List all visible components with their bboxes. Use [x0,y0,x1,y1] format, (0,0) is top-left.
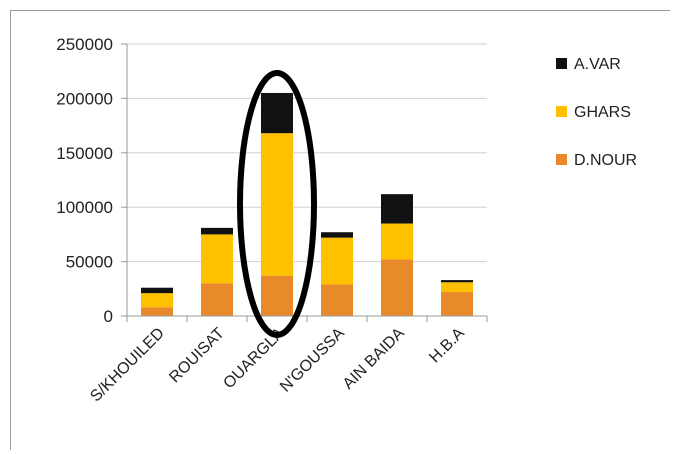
legend-label: GHARS [574,104,631,121]
x-category-label: ROUISAT [166,325,228,387]
chart-frame [10,10,670,450]
axes [126,44,488,322]
x-category-label: N'GOUSSA [277,325,348,396]
y-tick-label: 50000 [66,253,113,272]
legend-swatch [556,58,567,69]
y-tick-label: 0 [104,307,113,326]
bar-segment-ghars [381,223,413,260]
bar-segment-a-var [441,280,473,283]
bar-segment-d-nour [441,292,473,316]
annotation [237,70,317,338]
legend-swatch [556,154,567,165]
bar-segment-ghars [201,234,233,284]
x-category-label: S/KHOUILED [87,325,168,406]
legend-label: A.VAR [574,56,621,73]
bar-segment-d-nour [141,307,173,316]
bar-segment-a-var [201,227,233,235]
bar-segment-ghars [441,282,473,293]
gridlines [127,43,487,263]
bars [141,92,473,316]
bar-segment-ghars [321,237,353,285]
bar-segment-a-var [321,232,353,238]
x-category-label: H.B.A [426,325,468,367]
bar-segment-ghars [261,133,293,276]
bar-segment-d-nour [381,259,413,316]
bar-segment-a-var [141,287,173,294]
x-category-label: AIN BAIDA [340,325,408,393]
bar-segment-ghars [141,293,173,308]
y-tick-label: 100000 [56,198,113,217]
bar-segment-d-nour [321,284,353,316]
y-axis-ticks: 0 50000 100000 150000 200000 250000 [56,35,127,326]
bar-segment-d-nour [201,283,233,316]
bar-segment-a-var [261,92,293,134]
y-tick-label: 200000 [56,89,113,108]
legend-swatch [556,106,567,117]
y-tick-label: 150000 [56,144,113,163]
y-tick-label: 250000 [56,35,113,54]
highlight-ellipse [237,70,317,338]
bar-segment-d-nour [261,275,293,316]
legend: A.VAR GHARS D.NOUR [556,56,637,169]
bar-segment-a-var [381,194,413,224]
legend-label: D.NOUR [574,152,637,169]
